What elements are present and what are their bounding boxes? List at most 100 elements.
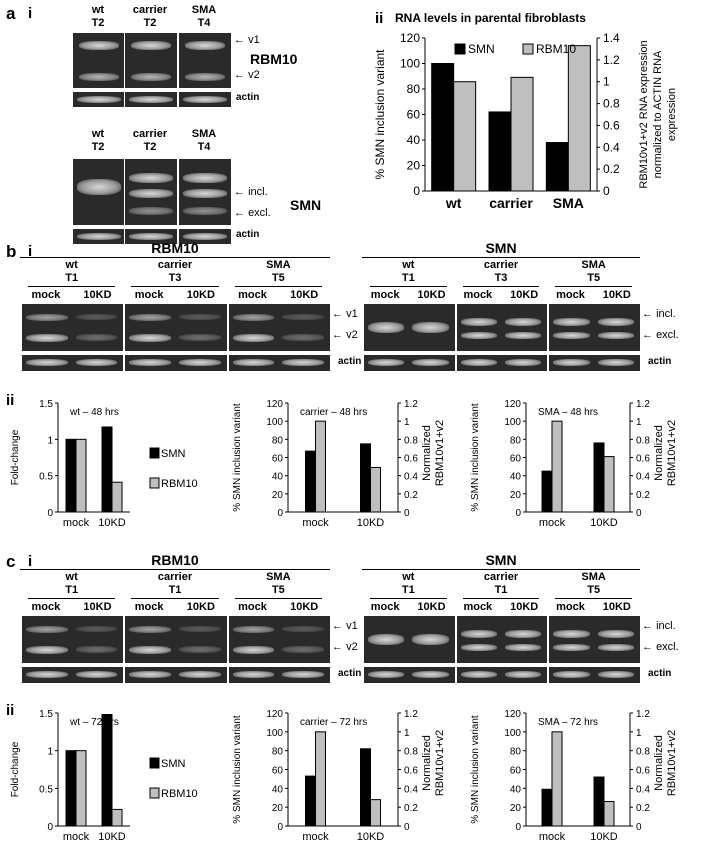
y2-tick-label: 0.2 [603, 162, 620, 176]
gel-band [460, 359, 497, 366]
bar-smn-10kd [593, 776, 605, 827]
rbm10-gel [124, 303, 228, 352]
actin-gel [455, 666, 549, 684]
bar-smn-10kd [593, 442, 605, 513]
y2-tick-label: 1.2 [404, 709, 418, 720]
gel-band [129, 671, 171, 678]
y-tick-label: 120 [400, 31, 420, 45]
panel-b-ii-label: ii [6, 392, 15, 409]
rbm10-gel-lane [124, 32, 178, 89]
y-tick-label: 20 [510, 803, 522, 814]
bar-smn-10kd [360, 748, 371, 827]
actin-label: actin [648, 356, 672, 367]
chart-c-ii-carrier: carrier – 72 hrs 0 20 40 60 80 100 120 % SMN inc… [232, 709, 446, 842]
bar-smn-mock [65, 438, 77, 513]
panel-a-label: a [6, 4, 16, 23]
y-tick-label: 60 [272, 766, 284, 777]
gel-band [178, 626, 221, 632]
chart-title: wt – 72 hrs [69, 717, 119, 728]
gene-label-smn: SMN [290, 197, 322, 213]
y-tick-label: 0 [47, 822, 53, 833]
group-header: wt T1 [401, 259, 415, 284]
gel-band [553, 671, 590, 678]
band-label: v1 [346, 308, 358, 320]
arrow-icon: ← [234, 186, 245, 198]
gel-band [79, 73, 119, 81]
gel-band [77, 233, 121, 240]
lane-mock: mock [238, 601, 267, 613]
actin-label: actin [338, 356, 362, 367]
y-tick-label: 40 [272, 784, 284, 795]
x-tick-label: SMA [553, 195, 584, 211]
band-label: v1 [248, 34, 260, 46]
lane-mock: mock [370, 601, 400, 613]
y-tick-label: 20 [272, 490, 284, 501]
gel-band [232, 626, 275, 633]
gel-band [26, 359, 68, 366]
x-tick-label: mock [302, 831, 329, 842]
gel-band [553, 359, 590, 366]
bar-smn-10kd [360, 443, 371, 513]
band-label: excl. [656, 329, 679, 341]
band-label: incl. [248, 186, 268, 198]
gel-band [282, 334, 324, 341]
y-tick-label: 60 [407, 108, 421, 122]
chart-b-ii-carrier: carrier – 48 hrs 0 20 40 60 80 100 120 % SMN inc… [232, 399, 446, 529]
y-axis-label: % SMN inclusion variant [470, 403, 481, 512]
y2-tick-label: 1 [404, 728, 410, 739]
gel-band [368, 634, 405, 645]
chart-b-ii-wt: wt – 48 hrs 0 0.5 1 1.5 Fold-change mock 10KD SM… [10, 399, 198, 529]
band-label: excl. [656, 641, 679, 653]
gel-band [232, 671, 275, 678]
gel-band [504, 671, 542, 678]
group-underline [131, 598, 219, 599]
smn-gel [363, 303, 456, 352]
legend-swatch-rbm10 [149, 477, 160, 489]
gel-band [597, 671, 634, 678]
smn-gel-lane [72, 158, 126, 226]
gel-band [75, 314, 118, 320]
group-underline [462, 286, 540, 287]
gel-band [75, 671, 118, 678]
gel-band [460, 318, 497, 326]
actin-gel [227, 666, 331, 684]
legend-swatch-rbm10 [522, 43, 534, 55]
actin-gel [21, 354, 125, 372]
group-header: SMA T5 [266, 571, 291, 596]
gel-band [131, 41, 171, 50]
lane-mock: mock [370, 289, 400, 301]
actin-gel [455, 354, 549, 372]
legend-swatch-rbm10 [149, 787, 160, 799]
group-header: wt T1 [65, 259, 79, 284]
y2-tick-label: 0.4 [603, 140, 620, 154]
gel-band [282, 626, 324, 632]
y2-tick-label: 0.4 [636, 784, 650, 795]
actin-gel-lane [124, 91, 178, 108]
gel-band [129, 334, 171, 342]
gel-band [553, 332, 590, 339]
y-tick-label: 120 [504, 399, 521, 410]
actin-gel-lane [124, 228, 178, 245]
header-underline [362, 257, 640, 258]
y2-tick-label: 1.2 [603, 53, 620, 67]
smn-gel [548, 303, 641, 352]
panel-c-i-label: i [28, 553, 33, 570]
gel-band [504, 359, 542, 366]
arrow-v1: ← v1 [332, 308, 358, 320]
y-tick-label: 60 [510, 766, 522, 777]
y2-tick-label: 1 [404, 417, 410, 428]
gel-band [178, 646, 221, 653]
arrow-v1: ← v1 [332, 620, 358, 632]
y-tick-label: 80 [510, 747, 522, 758]
y-tick-label: 0.5 [39, 472, 53, 483]
group-header: SMA T5 [266, 259, 291, 284]
y2-tick-label: 0.4 [404, 472, 418, 483]
y2-tick-label: 1 [636, 417, 642, 428]
y2-tick-label: 0.6 [404, 454, 418, 465]
gel-band [178, 671, 221, 678]
band-label: excl. [248, 207, 271, 219]
bar-rbm10-mock [551, 731, 563, 827]
y-tick-label: 40 [272, 472, 284, 483]
bar-rbm10-mock [75, 438, 87, 513]
y2-tick-label: 0.4 [404, 784, 418, 795]
